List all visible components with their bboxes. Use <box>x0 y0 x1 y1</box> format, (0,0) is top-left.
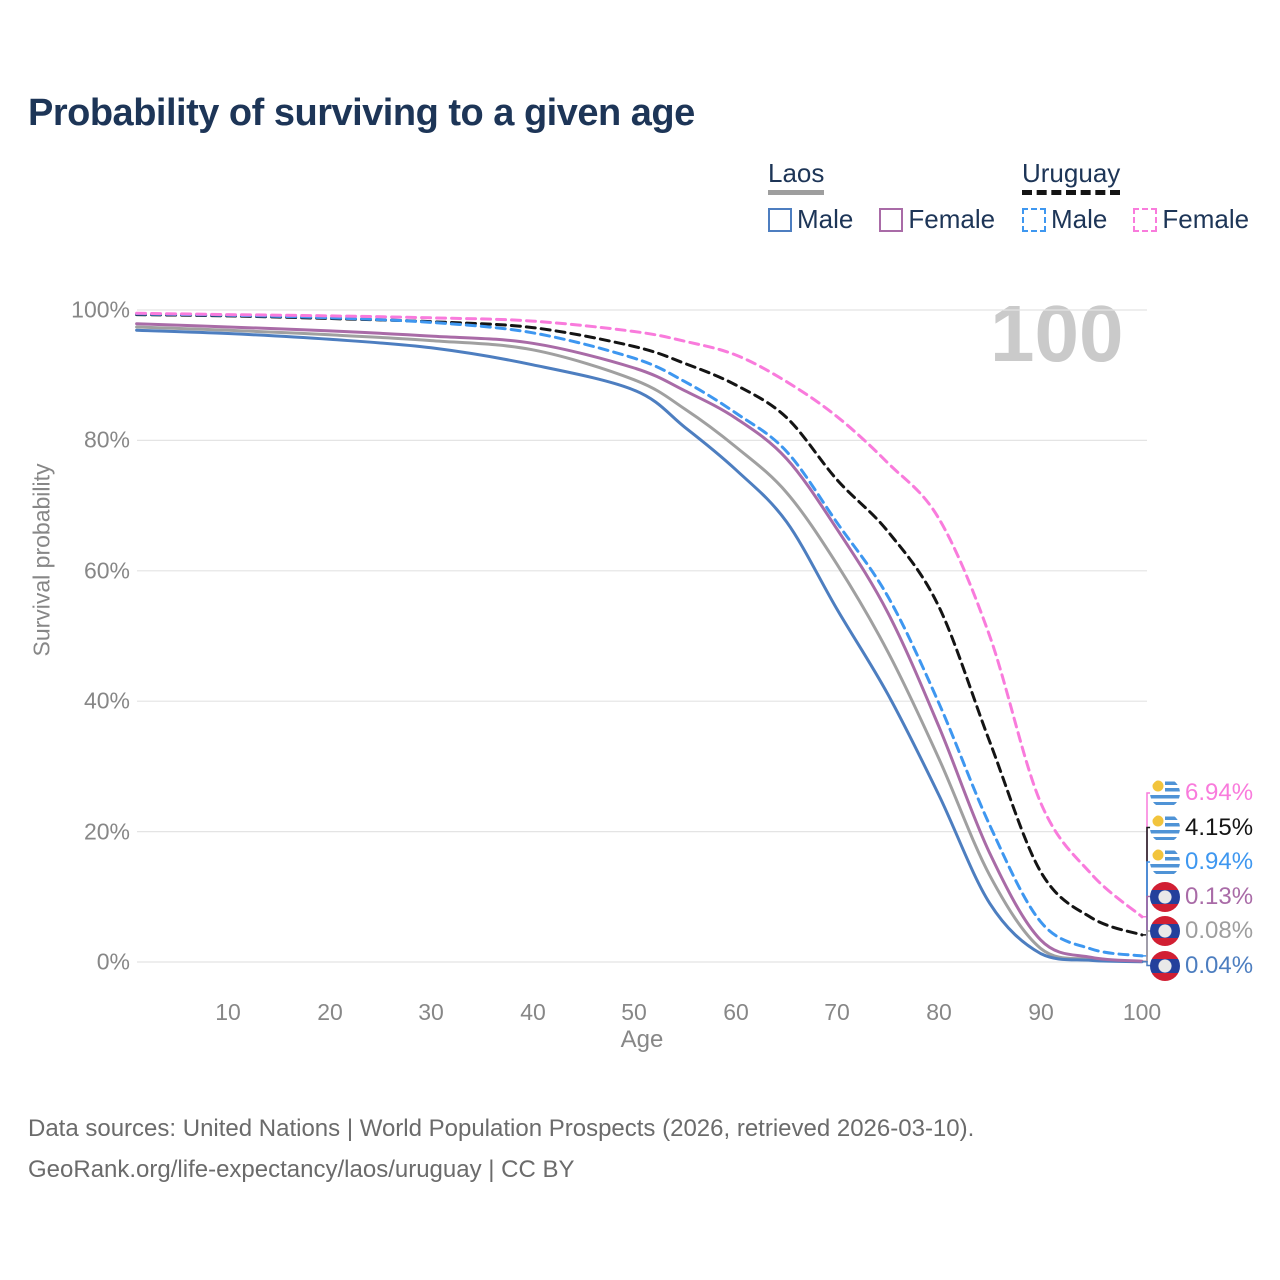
x-tick-70: 70 <box>824 999 850 1025</box>
laos-flag-icon <box>1150 950 1180 981</box>
uruguay-flag-icon <box>1150 812 1180 843</box>
legend-country-laos: Laos <box>768 159 825 196</box>
uruguay-male-swatch-icon <box>1022 207 1046 232</box>
y-tick-60: 60% <box>83 557 130 584</box>
laos-male-swatch-icon <box>768 207 792 232</box>
laos-flag-icon <box>1150 916 1180 946</box>
end-label-laos-total: 0.08% <box>1150 914 1253 948</box>
end-label-uruguay-male: 0.94% <box>1150 845 1253 879</box>
x-tick-20: 20 <box>317 999 343 1025</box>
x-tick-60: 60 <box>723 999 749 1025</box>
legend-item-laos-female[interactable]: Female <box>879 204 995 235</box>
end-value-laos-male: 0.04% <box>1185 951 1254 979</box>
end-label-uruguay-female: 6.94% <box>1150 776 1253 810</box>
y-tick-80: 80% <box>83 426 130 453</box>
uruguay-female-swatch-icon <box>1133 207 1158 232</box>
x-tick-40: 40 <box>520 999 546 1025</box>
y-tick-40: 40% <box>83 687 130 714</box>
legend-group-uruguay: Uruguay Male Female <box>1022 159 1249 235</box>
end-value-uruguay-male: 0.94% <box>1185 848 1254 875</box>
x-tick-50: 50 <box>621 999 647 1025</box>
y-tick-20: 20% <box>83 818 130 845</box>
end-value-laos-total: 0.08% <box>1185 917 1254 944</box>
laos-flag-icon <box>1150 881 1180 912</box>
laos-female-swatch-icon <box>879 207 904 232</box>
legend-label: Female <box>908 204 996 235</box>
x-tick-100: 100 <box>1122 999 1162 1025</box>
x-tick-30: 30 <box>418 999 444 1025</box>
curve-laos-male[interactable] <box>135 328 1144 964</box>
end-label-laos-female: 0.13% <box>1150 880 1253 914</box>
y-tick-0: 0% <box>96 948 130 975</box>
legend-item-uruguay-female[interactable]: Female <box>1133 204 1249 235</box>
end-value-uruguay-female: 6.94% <box>1185 779 1254 806</box>
legend-group-laos: Laos Male Female <box>768 159 995 235</box>
curve-laos-total[interactable] <box>135 325 1144 963</box>
connector-laos-male <box>1142 960 1151 967</box>
curve-uruguay-female[interactable] <box>135 311 1144 919</box>
curve-laos-female[interactable] <box>135 322 1144 963</box>
legend-label: Male <box>797 204 854 235</box>
x-axis-title: Age <box>620 1026 664 1053</box>
x-tick-80: 80 <box>926 999 952 1025</box>
legend-item-laos-male[interactable]: Male <box>768 204 853 235</box>
uruguay-flag-icon <box>1150 778 1180 808</box>
age-counter-watermark: 100 <box>990 289 1124 378</box>
end-value-laos-female: 0.13% <box>1185 882 1254 910</box>
y-tick-100: 100% <box>71 296 130 323</box>
curve-uruguay-male[interactable] <box>135 312 1144 958</box>
data-sources-line: Data sources: United Nations | World Pop… <box>28 1115 975 1142</box>
end-value-uruguay-total: 4.15% <box>1185 813 1254 841</box>
x-tick-90: 90 <box>1028 999 1054 1025</box>
legend-item-uruguay-male[interactable]: Male <box>1022 204 1107 235</box>
x-tick-10: 10 <box>215 999 241 1025</box>
legend-country-uruguay: Uruguay <box>1022 159 1121 196</box>
source-url-line: GeoRank.org/life-expectancy/laos/uruguay… <box>28 1156 575 1184</box>
footer-note: Data sources: United Nations | World Pop… <box>28 1108 974 1191</box>
end-label-uruguay-total: 4.15% <box>1150 811 1253 845</box>
legend-label: Male <box>1051 204 1108 235</box>
end-label-laos-male: 0.04% <box>1150 949 1253 983</box>
legend-label: Female <box>1162 204 1250 235</box>
curve-uruguay-total[interactable] <box>135 313 1144 937</box>
page-title: Probability of surviving to a given age <box>28 92 695 134</box>
uruguay-flag-icon <box>1150 847 1180 877</box>
